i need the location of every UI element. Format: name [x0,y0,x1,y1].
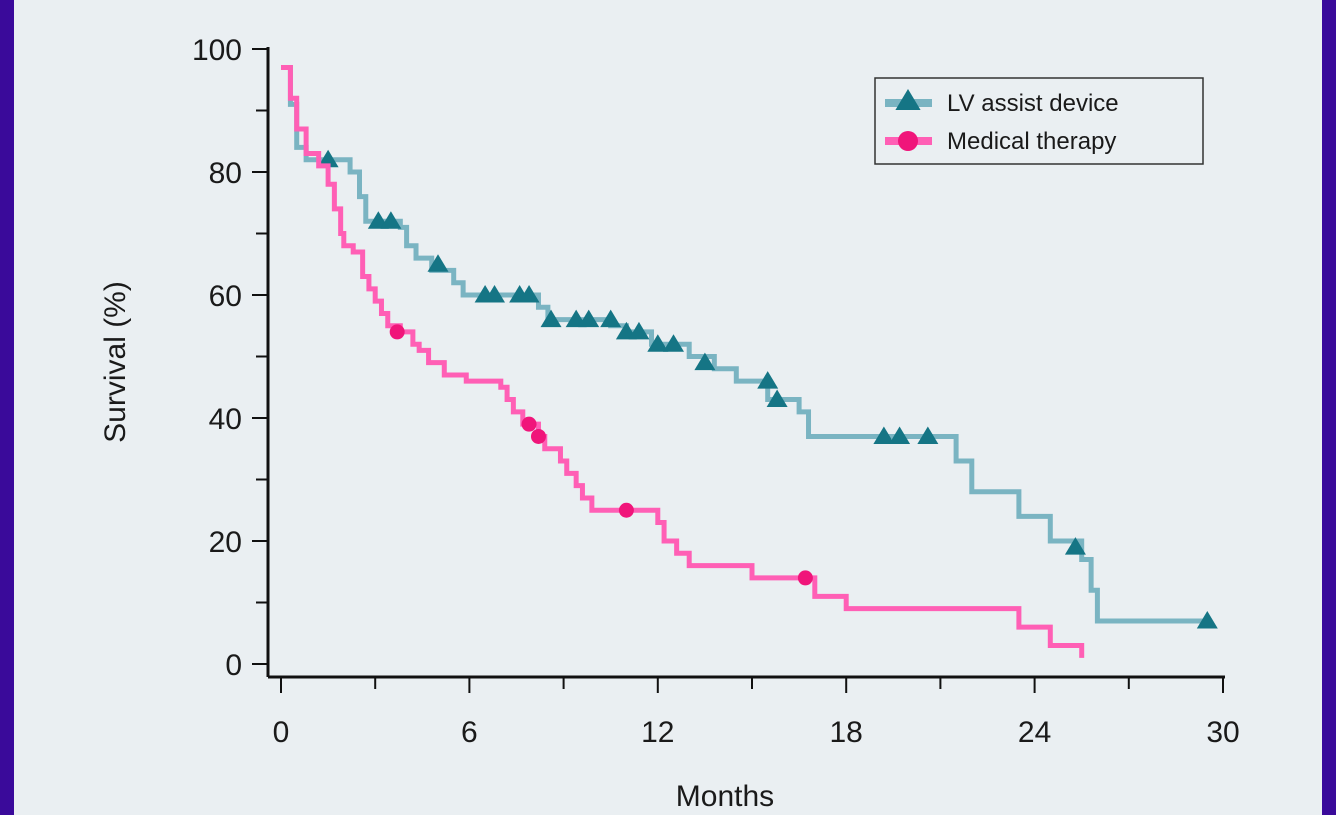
censor-circle [389,324,405,340]
censor-circle [797,570,813,586]
censor-triangle [757,371,779,389]
x-tick-label: 18 [830,716,863,749]
legend: LV assist device Medical therapy [874,77,1204,165]
x-axis-title: Months [676,780,774,813]
censor-triangle [766,389,788,408]
series-line-1 [281,64,1085,658]
censor-triangle [578,309,600,328]
y-tick-label: 40 [209,403,242,436]
censor-triangle [518,285,540,303]
axes: 0 20 40 60 80 100 0 6 12 18 24 30 [192,34,1240,749]
censor-triangle [380,211,402,229]
censor-triangle [1196,610,1218,629]
x-tick-label: 30 [1206,716,1239,749]
legend-triangle-icon [895,89,921,110]
censor-triangle [889,426,911,444]
x-tick-label: 6 [461,716,478,749]
censor-triangle [663,334,684,352]
y-axis-title: Survival (%) [99,281,132,443]
censor-triangle [600,309,622,328]
legend-circle-icon [898,131,918,151]
censor-triangle [647,334,669,352]
censor-triangle [484,285,506,303]
y-tick-label: 60 [209,280,242,313]
x-tick-label: 24 [1018,716,1051,749]
series-layer [281,64,1218,658]
y-tick-label: 0 [225,649,242,682]
censor-triangle [628,321,650,340]
censor-triangle [540,309,562,328]
censor-triangle [427,254,449,272]
legend-label: LV assist device [947,90,1119,117]
censor-circle [618,502,634,518]
y-tick-label: 20 [209,526,242,559]
y-tick-label: 80 [209,157,242,190]
y-tick-label: 100 [192,34,242,67]
x-tick-label: 0 [273,716,290,749]
censor-circle [521,416,537,432]
legend-box [874,77,1204,165]
legend-label: Medical therapy [947,128,1116,155]
x-tick-label: 12 [641,716,674,749]
censor-triangle [1064,537,1086,555]
censor-triangle [317,149,339,168]
censor-triangle [917,426,939,444]
censor-triangle [873,426,895,444]
censor-circle [530,428,546,444]
censor-triangle [694,352,716,371]
chart-panel [14,0,1322,815]
